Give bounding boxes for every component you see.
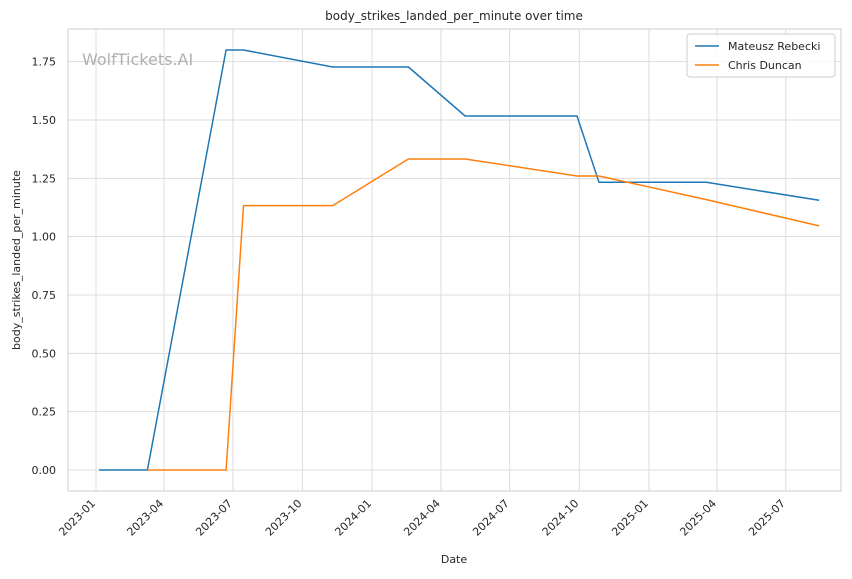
- series-line-mateusz-rebecki: [99, 49, 820, 471]
- y-axis-label: body_strikes_landed_per_minute: [10, 170, 23, 350]
- x-axis-label: Date: [441, 553, 468, 566]
- data-point-chris-duncan: [576, 175, 578, 177]
- data-point-mateusz-rebecki: [98, 469, 100, 471]
- data-point-chris-duncan: [705, 199, 707, 201]
- legend-label-mateusz-rebecki: Mateusz Rebecki: [728, 40, 820, 53]
- legend-box: [686, 33, 836, 78]
- watermark-text: WolfTickets.AI: [82, 50, 193, 69]
- data-point-mateusz-rebecki: [576, 115, 578, 117]
- y-tick-label: 1.25: [32, 172, 57, 185]
- data-point-chris-duncan: [464, 158, 466, 160]
- legend: Mateusz Rebecki Chris Duncan: [686, 33, 836, 78]
- y-tick-label: 0.75: [32, 289, 57, 302]
- y-tick-label: 0.50: [32, 347, 57, 360]
- y-tick-label: 0.25: [32, 406, 57, 419]
- y-tick-labels: 0.00 0.25 0.50 0.75 1.00 1.25 1.50 1.75: [32, 56, 57, 477]
- data-point-mateusz-rebecki: [225, 49, 227, 51]
- data-point-mateusz-rebecki: [598, 181, 600, 183]
- data-point-chris-duncan: [146, 469, 148, 471]
- data-point-chris-duncan: [242, 205, 244, 207]
- series-line-chris-duncan: [147, 158, 820, 471]
- chart-title: body_strikes_landed_per_minute over time: [325, 9, 583, 23]
- plot-frame: [67, 28, 842, 492]
- data-point-chris-duncan: [225, 469, 227, 471]
- data-point-mateusz-rebecki: [705, 181, 707, 183]
- data-point-mateusz-rebecki: [242, 49, 244, 51]
- data-point-chris-duncan: [818, 225, 820, 227]
- data-point-mateusz-rebecki: [818, 199, 820, 201]
- y-tick-label: 0.00: [32, 464, 57, 477]
- data-point-mateusz-rebecki: [407, 66, 409, 68]
- data-point-chris-duncan: [598, 175, 600, 177]
- data-point-mateusz-rebecki: [332, 66, 334, 68]
- y-tick-label: 1.50: [32, 114, 57, 127]
- series-layer: [98, 49, 820, 471]
- data-point-mateusz-rebecki: [464, 115, 466, 117]
- legend-label-chris-duncan: Chris Duncan: [728, 59, 802, 72]
- y-tick-label: 1.75: [32, 56, 57, 69]
- data-point-chris-duncan: [332, 205, 334, 207]
- data-point-chris-duncan: [407, 158, 409, 160]
- y-tick-label: 1.00: [32, 231, 57, 244]
